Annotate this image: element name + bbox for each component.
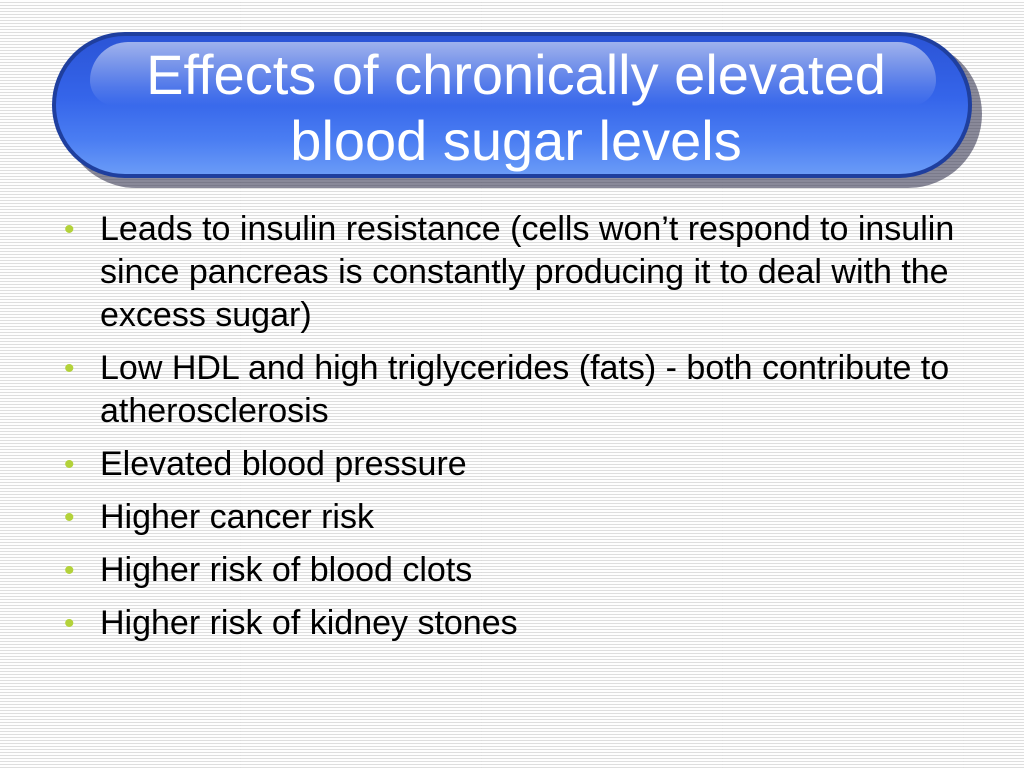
bullet-text: Leads to insulin resistance (cells won’t…	[100, 210, 955, 334]
bullet-dot-icon: •	[64, 213, 75, 246]
bullet-item: • Low HDL and high triglycerides (fats) …	[60, 347, 970, 433]
bullet-text: Higher risk of kidney stones	[100, 604, 518, 642]
slide-title-line-2: blood sugar levels	[290, 109, 742, 172]
title-gloss-highlight	[90, 42, 936, 106]
bullet-text: Higher cancer risk	[100, 498, 374, 536]
bullet-item: • Higher risk of blood clots	[60, 549, 970, 592]
slide-title: Effects of chronically elevated blood sug…	[56, 42, 968, 174]
bullet-text: Low HDL and high triglycerides (fats) - …	[100, 349, 950, 430]
bullet-item: • Higher risk of kidney stones	[60, 602, 970, 645]
bullet-dot-icon: •	[64, 352, 75, 385]
bullet-dot-icon: •	[64, 554, 75, 587]
bullet-item: • Higher cancer risk	[60, 496, 970, 539]
title-banner: Effects of chronically elevated blood sug…	[52, 32, 972, 178]
bullet-list: • Leads to insulin resistance (cells won…	[60, 208, 970, 655]
bullet-dot-icon: •	[64, 448, 75, 481]
bullet-item: • Elevated blood pressure	[60, 443, 970, 486]
bullet-dot-icon: •	[64, 607, 75, 640]
bullet-text: Elevated blood pressure	[100, 445, 467, 483]
bullet-text: Higher risk of blood clots	[100, 551, 473, 589]
bullet-dot-icon: •	[64, 501, 75, 534]
slide-title-line-1: Effects of chronically elevated	[146, 43, 886, 106]
bullet-item: • Leads to insulin resistance (cells won…	[60, 208, 970, 337]
